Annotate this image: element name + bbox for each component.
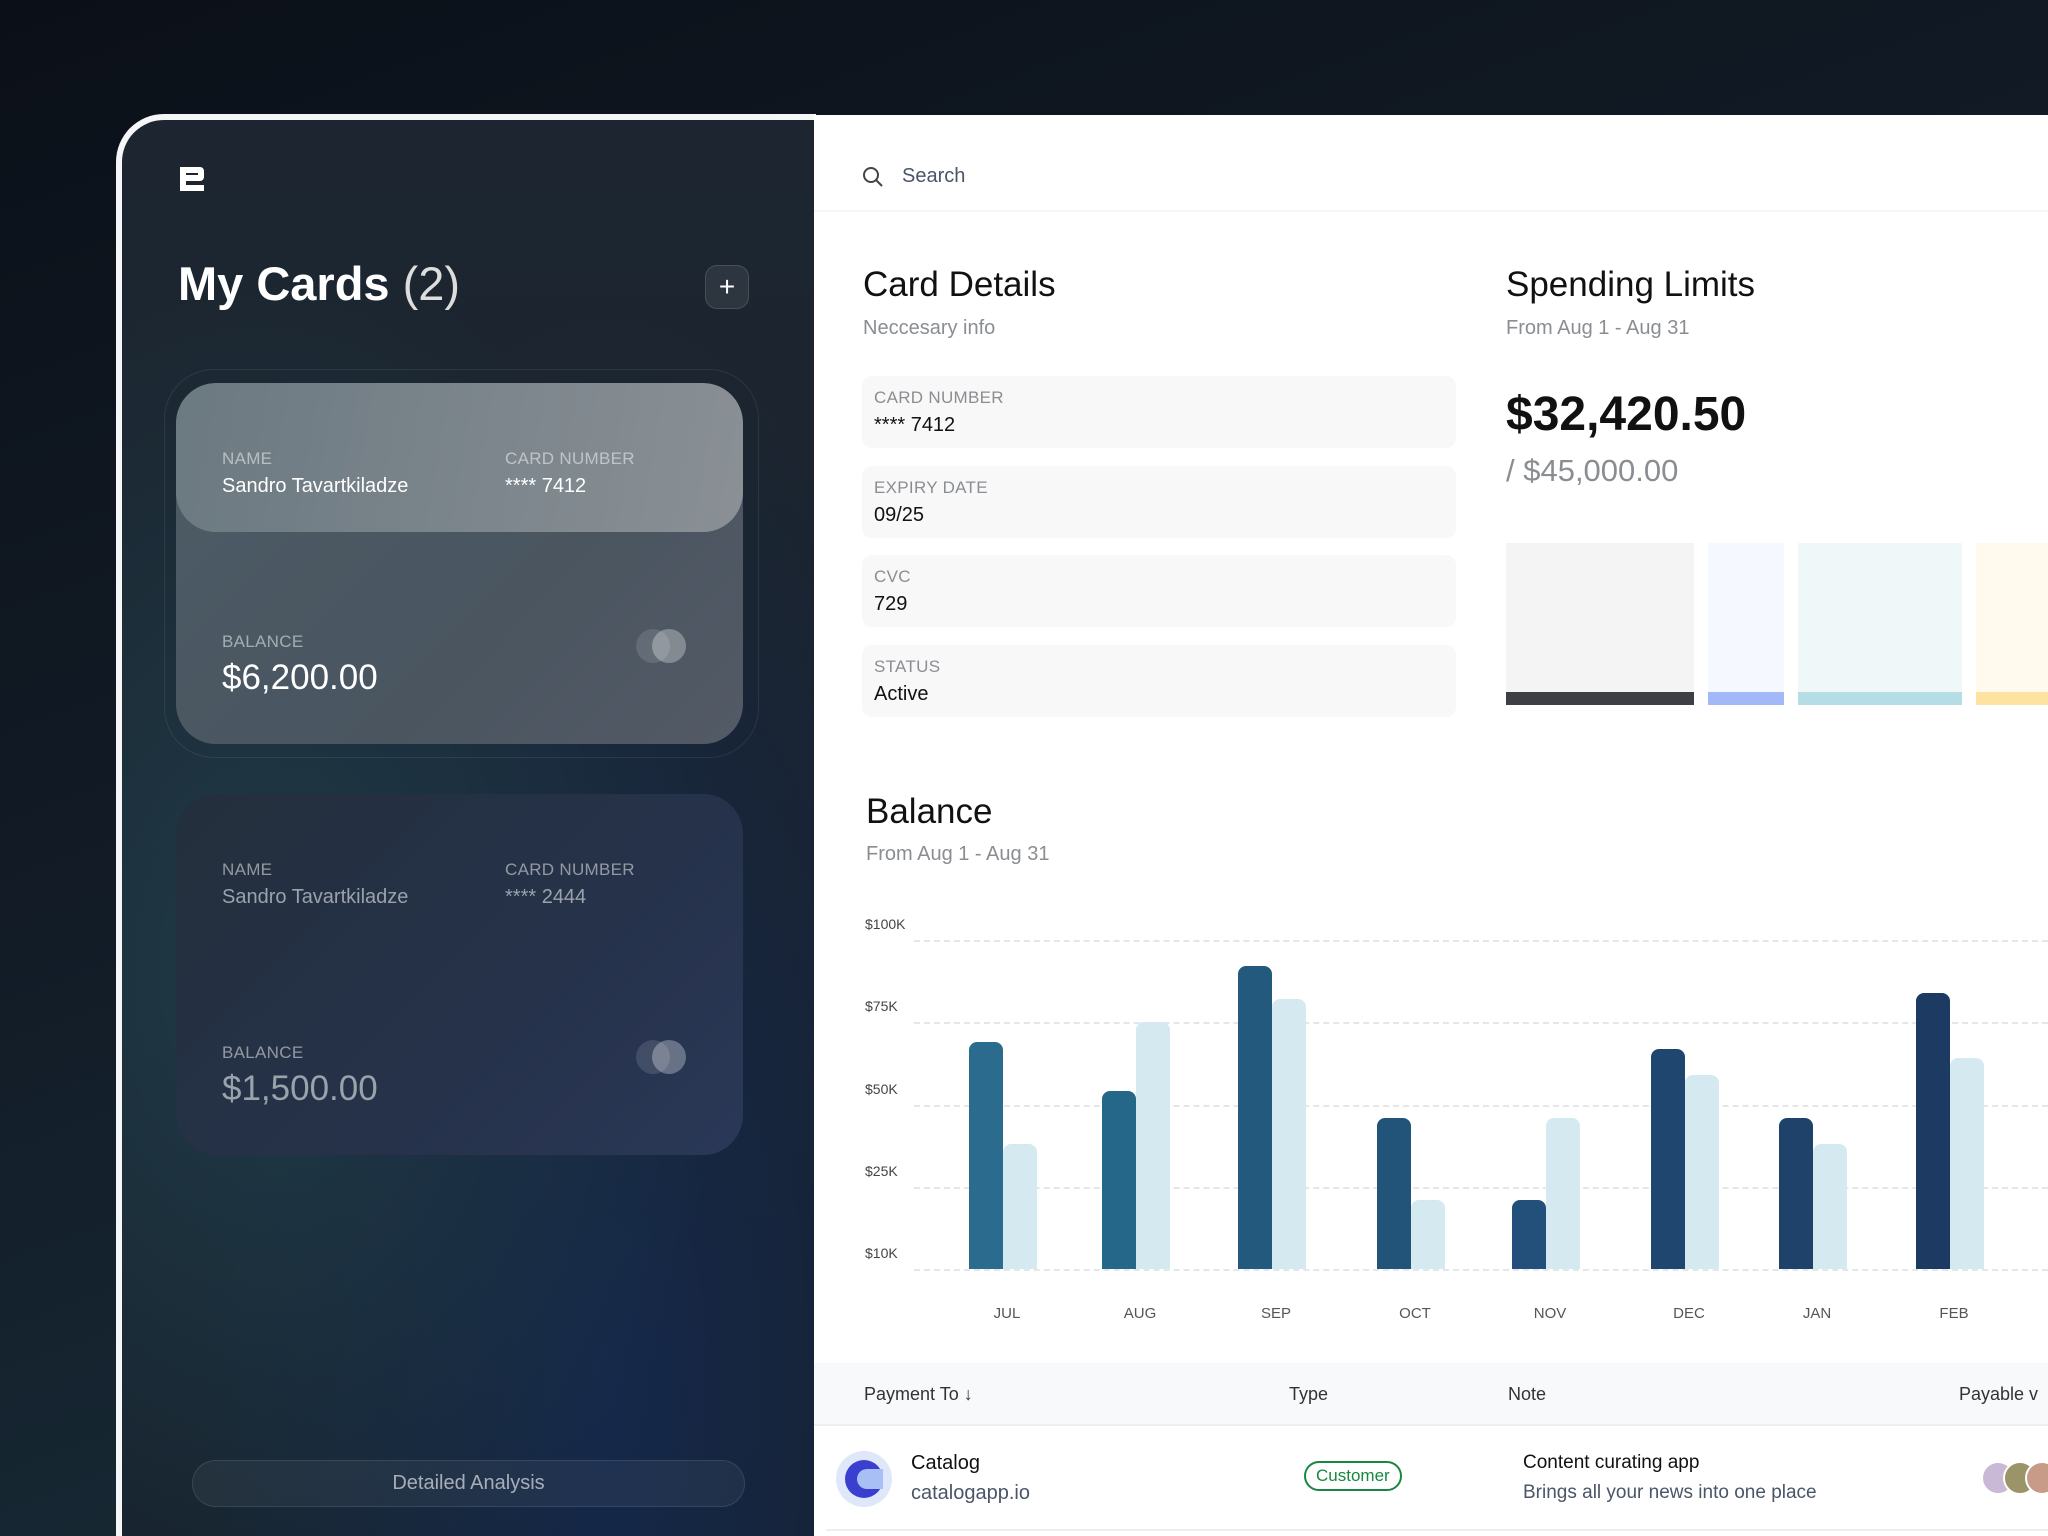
grid-line [914, 1022, 2048, 1025]
grid-line [914, 1104, 2048, 1107]
bar-sep-dark [1238, 966, 1272, 1269]
y-tick-label: $50K [865, 1080, 898, 1097]
spending-segment [1506, 543, 1694, 705]
card-number-label: CARD NUMBER [505, 449, 635, 468]
bar-aug-dark [1102, 1091, 1136, 1269]
bar-oct-dark [1377, 1117, 1411, 1269]
bar-feb-light [1950, 1058, 1984, 1269]
bar-sep-light [1272, 999, 1306, 1269]
x-tick-label: OCT [1399, 1305, 1431, 1322]
field-status: STATUS Active [862, 645, 1456, 717]
sidebar: My Cards (2) + NAME Sandro Tavartkiladze … [116, 114, 816, 1536]
y-tick-label: $10K [865, 1245, 898, 1261]
title-text: My Cards [178, 257, 390, 310]
bar-jul-dark [969, 1041, 1003, 1269]
x-tick-label: SEP [1260, 1305, 1292, 1322]
search-bar[interactable]: Search [862, 163, 1362, 193]
grid-line [914, 1269, 2048, 1271]
balance-label: BALANCE [222, 632, 304, 651]
search-icon [863, 167, 883, 187]
card-balance: $6,200.00 [222, 658, 378, 697]
card-holder-name: Sandro Tavartkiladze [222, 475, 409, 497]
sort-down-icon: ↓ [963, 1384, 973, 1404]
page-title: My Cards (2) [178, 256, 460, 311]
bar-jul-light [1003, 1143, 1037, 1269]
card-number: **** 7412 [505, 475, 587, 497]
logo-icon [178, 165, 206, 193]
field-cvc: CVC 729 [862, 555, 1456, 627]
field-expiry-date: EXPIRY DATE 09/25 [862, 466, 1456, 538]
x-tick-label: JUL [993, 1305, 1021, 1322]
card-balance: $1,500.00 [222, 1069, 378, 1108]
avatar [2025, 1461, 2048, 1495]
divider [814, 210, 2048, 212]
card-1[interactable]: NAME Sandro Tavartkiladze CARD NUMBER ****… [176, 383, 743, 744]
field-card-number: CARD NUMBER **** 7412 [862, 376, 1456, 448]
card-brand-icon [636, 1040, 688, 1074]
search-input[interactable]: Search [902, 165, 966, 187]
balance-chart: $100K $75K $50K $25K $10K JUL AUG SEP OCT NOV DEC J… [814, 115, 2048, 1355]
header-payable[interactable]: Payable v [1959, 1384, 2039, 1404]
card-number: **** 2444 [505, 886, 587, 908]
spending-limits-subtitle: From Aug 1 - Aug 31 [1506, 317, 1690, 339]
name-label: NAME [222, 449, 273, 468]
header-note[interactable]: Note [1508, 1384, 1547, 1404]
bar-nov-dark [1512, 1199, 1546, 1269]
spent-amount: $32,420.50 [1506, 388, 1747, 441]
limit-amount: / $45,000.00 [1506, 453, 1679, 488]
spending-segment [1976, 543, 2048, 705]
balance-label: BALANCE [222, 1043, 304, 1062]
bar-oct-light [1411, 1199, 1445, 1269]
note-title: Content curating app [1523, 1452, 1700, 1473]
payee-name: Catalog [911, 1452, 980, 1474]
balance-title: Balance [866, 792, 993, 831]
bar-dec-light [1685, 1074, 1719, 1269]
x-tick-label: JAN [1802, 1305, 1832, 1322]
bar-dec-dark [1651, 1048, 1685, 1269]
card-details-title: Card Details [863, 265, 1056, 304]
y-tick-label: $75K [865, 998, 898, 1015]
bar-nov-light [1546, 1117, 1580, 1269]
type-badge: Customer [1304, 1461, 1402, 1491]
header-payment-to[interactable]: Payment To ↓ [864, 1384, 973, 1404]
card-header [176, 383, 743, 532]
payee-domain: catalogapp.io [911, 1482, 1030, 1504]
spending-segment [1798, 543, 1962, 705]
y-tick-label: $100K [865, 916, 906, 932]
grid-line [914, 1186, 2048, 1189]
bar-feb-dark [1916, 992, 1950, 1269]
x-tick-label: DEC [1673, 1305, 1705, 1322]
bar-aug-light [1136, 1022, 1170, 1269]
card-details-subtitle: Neccesary info [863, 317, 996, 339]
card-holder-name: Sandro Tavartkiladze [222, 886, 409, 908]
bar-jan-light [1813, 1143, 1847, 1269]
grid-line [914, 940, 2048, 942]
x-tick-label: FEB [1939, 1305, 1969, 1322]
spending-limits-title: Spending Limits [1506, 265, 1756, 304]
header-type[interactable]: Type [1289, 1384, 1329, 1404]
card-count: (2) [402, 257, 461, 310]
x-tick-label: AUG [1123, 1305, 1157, 1322]
table-row[interactable]: Catalog catalogapp.io Customer Content c… [826, 1426, 2048, 1531]
y-tick-label: $25K [865, 1162, 898, 1179]
name-label: NAME [222, 860, 273, 879]
table-header: Payment To ↓ Type Note Payable v [814, 1363, 2048, 1426]
bar-jan-dark [1779, 1117, 1813, 1269]
catalog-logo-icon [836, 1451, 892, 1507]
spending-segment [1708, 543, 1784, 705]
note-subtitle: Brings all your news into one place [1523, 1482, 1817, 1503]
x-tick-label: NOV [1533, 1305, 1567, 1322]
add-card-button[interactable]: + [705, 265, 749, 309]
balance-subtitle: From Aug 1 - Aug 31 [866, 843, 1050, 865]
main-panel: Search Card Details Neccesary info CARD … [814, 115, 2048, 1536]
card-2[interactable]: NAME Sandro Tavartkiladze CARD NUMBER ****… [176, 794, 743, 1155]
selected-card-frame [164, 369, 759, 758]
card-brand-icon [636, 629, 688, 663]
card-number-label: CARD NUMBER [505, 860, 635, 879]
detailed-analysis-button[interactable]: Detailed Analysis [192, 1460, 745, 1507]
